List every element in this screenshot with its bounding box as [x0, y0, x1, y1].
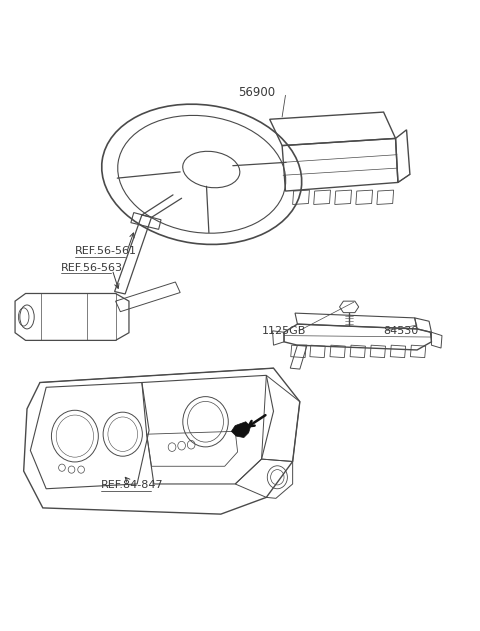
- Text: 1125GB: 1125GB: [262, 326, 306, 336]
- Text: 84530: 84530: [384, 326, 419, 336]
- Text: REF.56-563: REF.56-563: [60, 262, 122, 273]
- Text: REF.56-561: REF.56-561: [75, 246, 137, 256]
- Polygon shape: [231, 422, 251, 437]
- Text: REF.84-847: REF.84-847: [101, 480, 164, 490]
- Text: 56900: 56900: [238, 86, 276, 100]
